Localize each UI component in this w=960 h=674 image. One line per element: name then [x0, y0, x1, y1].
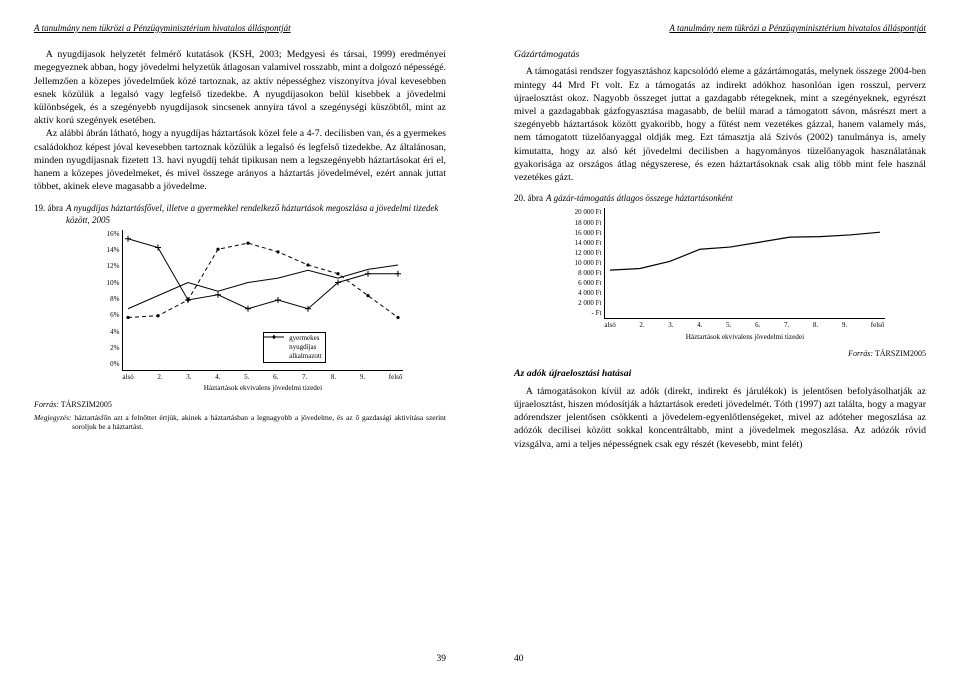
fig20-num: 20. ábra — [514, 192, 543, 204]
fig20-caption: 20. ábra A gázár-támogatás átlagos össze… — [514, 192, 926, 204]
source-label: Forrás: — [34, 400, 59, 409]
fig19-caption: 19. ábra A nyugdíjas háztartásfővel, ill… — [34, 202, 446, 226]
fig19-num: 19. ábra — [34, 202, 63, 226]
body-right-2: A támogatásokon kívül az adók (direkt, i… — [514, 385, 926, 451]
body-left: A nyugdíjasok helyzetét felmérő kutatáso… — [34, 48, 446, 193]
page-num-left: 39 — [437, 653, 447, 666]
fig19-source: Forrás: TÁRSZIM2005 — [34, 400, 446, 411]
running-head-left: A tanulmány nem tükrözi a Pénzügyminiszt… — [34, 22, 446, 34]
chart20-xaxis: alsó2.3.4.5.6.7.8.9.felső — [604, 321, 884, 330]
fig19-note: Megjegyzés: háztartásfőn azt a felnőttet… — [34, 413, 446, 432]
para-right-2: A támogatásokon kívül az adók (direkt, i… — [514, 385, 926, 451]
fig20-title: A gázár-támogatás átlagos összege háztar… — [546, 192, 926, 204]
body-right: A támogatási rendszer fogyasztáshoz kapc… — [514, 65, 926, 184]
chart20-yaxis: 20 000 Ft18 000 Ft16 000 Ft14 000 Ft12 0… — [575, 208, 605, 318]
chart19: 16%14%12%10%8%6%4%2%0% gyermekes nyugdíj… — [64, 230, 446, 394]
page-num-right: 40 — [514, 653, 524, 666]
chart20-xlabel: Háztartások ekvivalens jövedelmi tizedei — [604, 333, 885, 343]
fig19-title: A nyugdíjas háztartásfővel, illetve a gy… — [66, 202, 446, 226]
source-label-20: Forrás: — [848, 349, 873, 358]
chart19-xaxis: alsó2.3.4.5.6.7.8.9.felső — [122, 373, 402, 382]
chart19-xlabel: Háztartások ekvivalens jövedelmi tizedei — [122, 384, 403, 394]
para-right-1: A támogatási rendszer fogyasztáshoz kapc… — [514, 65, 926, 184]
section-heading: Gázártámogatás — [514, 48, 926, 61]
para-left-1: A nyugdíjasok helyzetét felmérő kutatáso… — [34, 48, 446, 127]
chart20: 20 000 Ft18 000 Ft16 000 Ft14 000 Ft12 0… — [534, 208, 926, 342]
para-left-2: Az alábbi ábrán látható, hogy a nyugdíja… — [34, 127, 446, 193]
note-label: Megjegyzés: — [34, 413, 71, 422]
page-spread: A tanulmány nem tükrözi a Pénzügyminiszt… — [0, 0, 960, 674]
chart19-plot: gyermekes nyugdíjas alkalmazott — [122, 230, 403, 371]
source-value-20: TÁRSZIM2005 — [875, 349, 926, 358]
running-head-right: A tanulmány nem tükrözi a Pénzügyminiszt… — [514, 22, 926, 34]
source-value: TÁRSZIM2005 — [61, 400, 112, 409]
chart19-yaxis: 16%14%12%10%8%6%4%2%0% — [107, 230, 123, 370]
chart20-plot — [604, 208, 885, 319]
page-left: A tanulmány nem tükrözi a Pénzügyminiszt… — [0, 0, 480, 674]
note-value: háztartásfőn azt a felnőttet értjük, aki… — [72, 413, 446, 431]
subheading: Az adók újraelosztási hatásai — [514, 367, 926, 380]
fig20-source: Forrás: TÁRSZIM2005 — [514, 349, 926, 360]
page-right: A tanulmány nem tükrözi a Pénzügyminiszt… — [480, 0, 960, 674]
chart19-legend: gyermekes nyugdíjas alkalmazott — [263, 332, 325, 363]
